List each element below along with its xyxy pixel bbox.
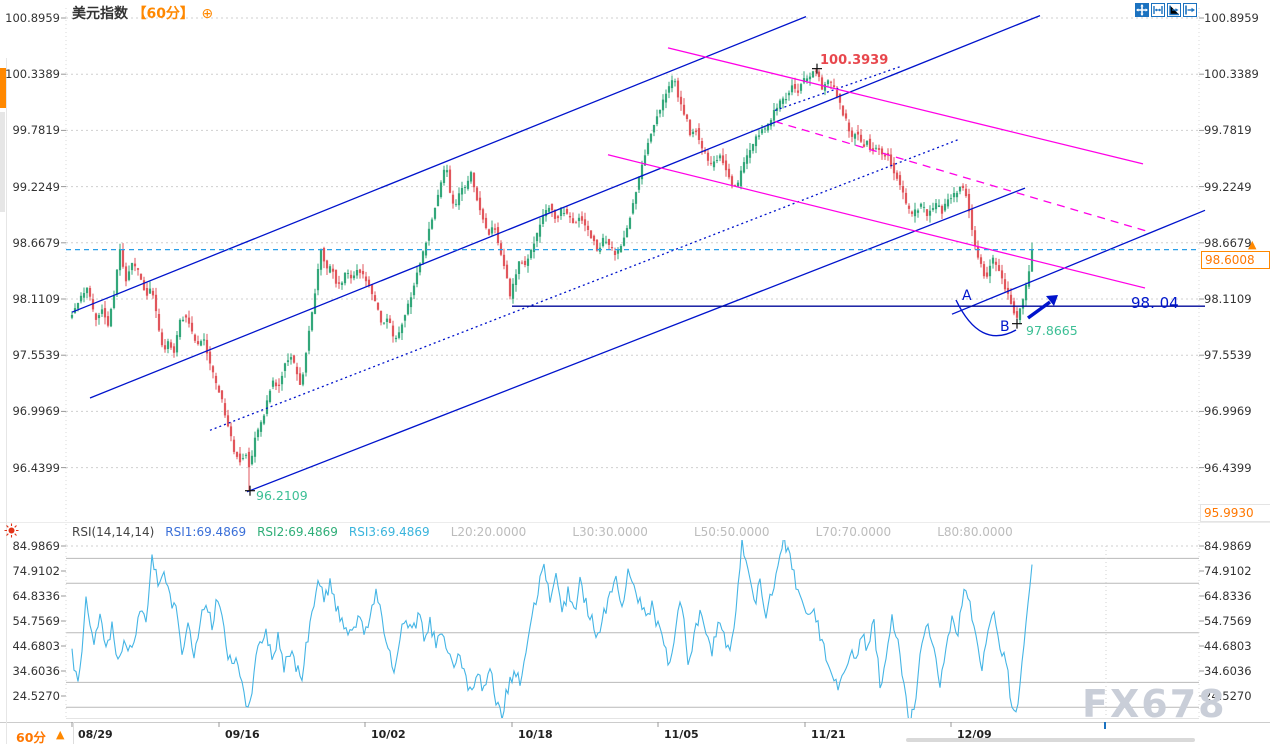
add-indicator-icon[interactable]: ⊕: [201, 6, 214, 22]
left-panel-border: [6, 58, 7, 744]
price-axis-label-left: 96.4399: [12, 460, 60, 475]
x-axis-date-label: 11/21: [811, 728, 846, 741]
price-axis-label-left: 100.3389: [5, 67, 60, 82]
price-axis-label-right: 99.7819: [1204, 123, 1252, 138]
x-axis-date-label: 09/16: [225, 728, 260, 741]
fit-width-icon[interactable]: [1151, 2, 1165, 17]
price-up-arrow-icon: ▲: [1248, 238, 1257, 251]
x-axis-date-label: 10/18: [518, 728, 553, 741]
rsi-axis-label-left: 54.7569: [12, 614, 60, 628]
rsi-name-label: RSI(14,14,14): [72, 525, 155, 539]
x-axis-date-label: 11/05: [664, 728, 699, 741]
price-axis-label-right: 100.3389: [1204, 67, 1259, 82]
rsi-axis-label-right: 84.9869: [1204, 539, 1252, 553]
price-axis-label-left: 99.2249: [12, 179, 60, 194]
horizontal-scrollbar[interactable]: [906, 738, 1195, 742]
price-axis-label-right: 99.2249: [1204, 179, 1252, 194]
x-axis-date-label: 10/02: [371, 728, 406, 741]
price-axis-label-right: 97.5539: [1204, 348, 1252, 363]
interval-tag[interactable]: 【60分】: [132, 6, 194, 22]
price-axis-label-right: 98.1109: [1204, 292, 1252, 306]
rsi-level-labels: L20:20.0000 L30:30.0000 L50:50.0000 L70:70.…: [451, 525, 1013, 539]
side-panel-orange-strip[interactable]: [0, 68, 6, 108]
fit-right-axis-icon[interactable]: [1167, 2, 1181, 17]
x-axis-date-label: 08/29: [78, 728, 113, 741]
indicator-settings-icon[interactable]: [4, 523, 19, 542]
range-low-badge: 95.9930: [1200, 504, 1270, 522]
pullback-low-annotation: 97.8665: [1026, 323, 1078, 338]
pan-to-latest-icon[interactable]: [1183, 2, 1197, 17]
rsi2-value-label: RSI2:69.4869: [257, 525, 338, 539]
price-axis-label-right: 98.6679: [1204, 235, 1252, 250]
support-level-annotation: 98. 04: [1131, 294, 1179, 312]
rsi-axis-label-left: 74.9102: [12, 564, 60, 578]
rsi-axis-label-right: 54.7569: [1204, 614, 1252, 628]
rsi-axis-label-right: 74.9102: [1204, 564, 1252, 578]
rsi-axis-label-right: 24.5270: [1204, 689, 1252, 703]
rsi-indicator-header[interactable]: RSI(14,14,14) RSI1:69.4869 RSI2:69.4869 …: [72, 525, 1013, 539]
x-axis-date-label: 12/09: [957, 728, 992, 741]
rsi-axis-label-left: 34.6036: [12, 664, 60, 678]
point-b-label: B: [1000, 319, 1010, 335]
rsi-level-label: L30:30.0000: [572, 525, 648, 539]
chart-title-row: 美元指数 【60分】 ⊕: [72, 3, 213, 23]
interval-dropdown-arrow-icon[interactable]: ▲: [56, 728, 65, 741]
price-axis-label-right: 96.4399: [1204, 460, 1252, 475]
rsi-axis-label-left: 84.9869: [12, 539, 60, 553]
rsi-level-label: L50:50.0000: [693, 525, 770, 539]
crosshair-move-icon[interactable]: [1135, 2, 1149, 17]
rsi-axis-label-left: 44.6803: [12, 639, 60, 653]
rsi-level-label: L20:20.0000: [450, 525, 527, 539]
price-axis-label-left: 99.7819: [12, 123, 60, 138]
footer-divider: [73, 722, 74, 744]
current-price-badge: 98.6008: [1201, 251, 1270, 269]
high-price-annotation: 100.3939: [820, 53, 889, 68]
point-a-label: A: [962, 288, 972, 304]
price-axis-label-left: 98.1109: [12, 292, 60, 306]
rsi-axis-label-right: 34.6036: [1204, 664, 1252, 678]
tab-interval-60min[interactable]: 60分: [16, 730, 46, 744]
rsi-axis-label-left: 24.5270: [12, 689, 60, 703]
rsi-axis-label-right: 64.8336: [1204, 589, 1252, 603]
rsi-level-label: L80:80.0000: [937, 525, 1013, 539]
rsi1-value-label: RSI1:69.4869: [165, 525, 247, 539]
price-axis-label-left: 100.8959: [5, 11, 60, 25]
rsi3-value-label: RSI3:69.4869: [348, 525, 430, 539]
rsi-axis-label-right: 44.6803: [1204, 639, 1252, 653]
price-axis-label-left: 97.5539: [12, 348, 60, 363]
price-axis-label-right: 96.9969: [1204, 404, 1252, 419]
price-axis-label-left: 98.6679: [12, 235, 60, 250]
instrument-title: 美元指数: [72, 6, 128, 22]
watermark-logo: FX678: [1082, 682, 1227, 726]
side-panel-scroll-strip[interactable]: [0, 112, 5, 212]
low-price-annotation: 96.2109: [256, 488, 308, 503]
chart-toolbar: [1135, 2, 1197, 17]
rsi-level-label: L70:70.0000: [815, 525, 892, 539]
rsi-axis-label-left: 64.8336: [12, 589, 60, 603]
price-axis-label-right: 100.8959: [1204, 11, 1259, 25]
price-axis-label-left: 96.9969: [12, 404, 60, 419]
